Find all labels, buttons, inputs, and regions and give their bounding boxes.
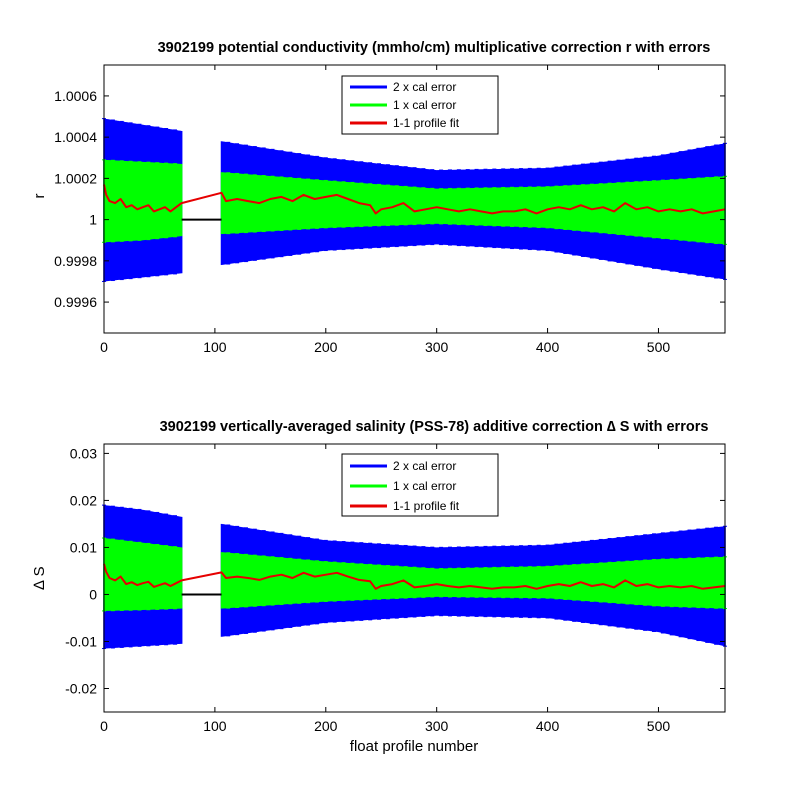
plot-area: 0 100 200 300 400 500 -0.02 -0.01 0 0.01 0.02 0.03 xyxy=(65,443,727,734)
x-tick-label: 0 xyxy=(100,718,108,734)
legend-label-1x: 1 x cal error xyxy=(393,479,456,493)
legend-label-fit: 1-1 profile fit xyxy=(393,116,460,130)
error-bars-1x xyxy=(102,537,727,612)
y-tick-label: 0.01 xyxy=(70,539,97,555)
legend: 2 x cal error 1 x cal error 1-1 profile … xyxy=(341,75,499,135)
y-tick-label: 1 xyxy=(89,212,97,228)
x-tick-label: 500 xyxy=(647,718,671,734)
y-tick-label: -0.01 xyxy=(65,633,97,649)
axes-box xyxy=(103,443,726,713)
x-tick-label: 500 xyxy=(647,339,671,355)
axes-box xyxy=(103,64,726,334)
x-tick-label: 200 xyxy=(314,718,338,734)
y-tick-label: 0 xyxy=(89,586,97,602)
x-tick-label: 100 xyxy=(203,339,227,355)
y-tick-label: 1.0004 xyxy=(54,129,97,145)
y-tick-label: 0.9998 xyxy=(54,253,97,269)
x-tick-label: 400 xyxy=(536,718,560,734)
chart-title: 3902199 vertically-averaged salinity (PS… xyxy=(160,419,709,435)
y-axis-label: r xyxy=(31,194,48,199)
x-tick-label: 400 xyxy=(536,339,560,355)
y-tick-label: -0.02 xyxy=(65,680,97,696)
y-tick-label: 0.9996 xyxy=(54,294,97,310)
legend-label-2x: 2 x cal error xyxy=(393,80,456,94)
y-tick-label: 1.0006 xyxy=(54,88,97,104)
y-axis-label: ∆ S xyxy=(31,566,48,589)
y-tick-label: 1.0002 xyxy=(54,170,97,186)
chart-panel-bottom: 3902199 vertically-averaged salinity (PS… xyxy=(31,419,727,755)
x-tick-label: 300 xyxy=(425,718,449,734)
x-tick-label: 200 xyxy=(314,339,338,355)
y-tick-label: 0.03 xyxy=(70,445,97,461)
legend-label-2x: 2 x cal error xyxy=(393,459,456,473)
x-tick-label: 300 xyxy=(425,339,449,355)
plot-area: 0 100 200 300 400 500 0.9996 0.9998 1 1.0002 1.000… xyxy=(54,64,727,355)
y-tick-label: 0.02 xyxy=(70,492,97,508)
x-tick-label: 100 xyxy=(203,718,227,734)
x-tick-label: 0 xyxy=(100,339,108,355)
fit-line xyxy=(103,563,726,590)
legend-label-fit: 1-1 profile fit xyxy=(393,499,460,513)
chart-title: 3902199 potential conductivity (mmho/cm)… xyxy=(158,40,711,56)
legend: 2 x cal error 1 x cal error 1-1 profile … xyxy=(341,453,499,517)
chart-panel-top: 3902199 potential conductivity (mmho/cm)… xyxy=(31,40,727,355)
fit-line xyxy=(103,184,726,215)
x-axis-label: float profile number xyxy=(350,738,478,755)
legend-label-1x: 1 x cal error xyxy=(393,98,456,112)
